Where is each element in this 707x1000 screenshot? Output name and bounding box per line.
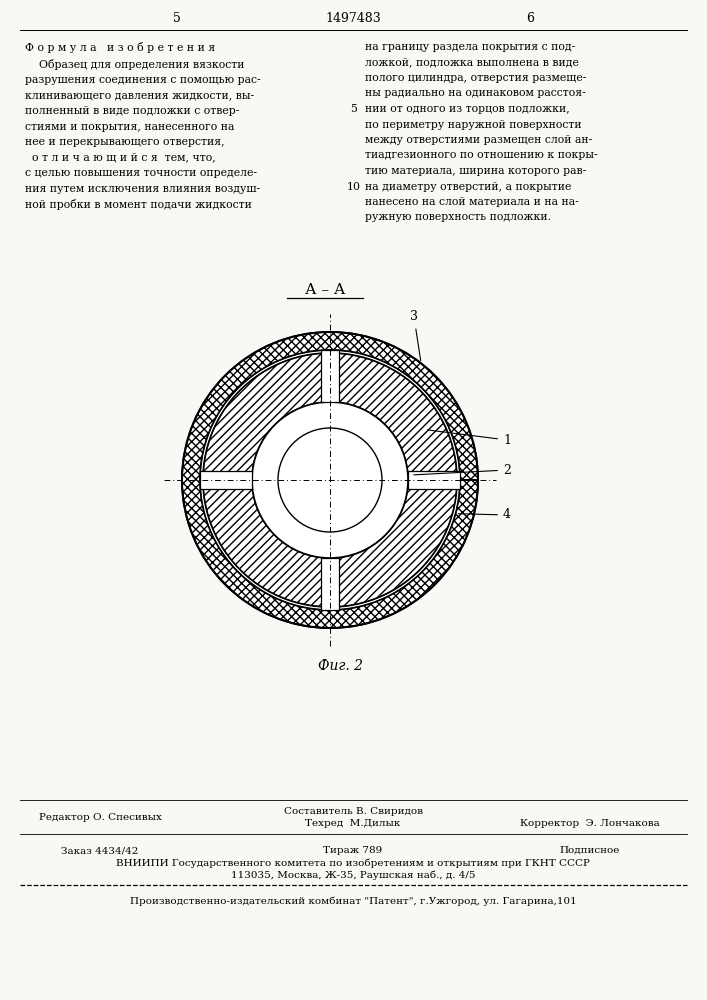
Text: нии от одного из торцов подложки,: нии от одного из торцов подложки, (365, 104, 570, 114)
Text: нее и перекрывающего отверстия,: нее и перекрывающего отверстия, (25, 137, 225, 147)
Text: Редактор О. Спесивых: Редактор О. Спесивых (39, 813, 161, 822)
Text: разрушения соединения с помощью рас-: разрушения соединения с помощью рас- (25, 75, 261, 85)
Circle shape (278, 428, 382, 532)
Text: 113035, Москва, Ж-35, Раушская наб., д. 4/5: 113035, Москва, Ж-35, Раушская наб., д. … (230, 871, 475, 880)
Text: Тираж 789: Тираж 789 (323, 846, 382, 855)
Text: ВНИИПИ Государственного комитета по изобретениям и открытиям при ГКНТ СССР: ВНИИПИ Государственного комитета по изоб… (116, 859, 590, 868)
Text: на границу раздела покрытия с под-: на границу раздела покрытия с под- (365, 42, 575, 52)
Text: 5: 5 (173, 12, 181, 25)
Text: с целью повышения точности определе-: с целью повышения точности определе- (25, 168, 257, 178)
Text: Образец для определения вязкости: Образец для определения вязкости (25, 60, 245, 70)
Text: 3: 3 (410, 310, 421, 361)
Text: ны радиально на одинаковом расстоя-: ны радиально на одинаковом расстоя- (365, 89, 586, 99)
Text: 6: 6 (526, 12, 534, 25)
Text: Заказ 4434/42: Заказ 4434/42 (62, 846, 139, 855)
Text: Составитель В. Свиридов: Составитель В. Свиридов (284, 807, 423, 816)
Text: ложкой, подложка выполнена в виде: ложкой, подложка выполнена в виде (365, 57, 579, 68)
Text: Техред  М.Дилык: Техред М.Дилык (305, 819, 401, 828)
Text: по периметру наружной поверхности: по периметру наружной поверхности (365, 119, 582, 129)
Text: 4: 4 (458, 508, 511, 522)
Text: о т л и ч а ю щ и й с я  тем, что,: о т л и ч а ю щ и й с я тем, что, (25, 152, 216, 162)
Text: Производственно-издательский комбинат "Патент", г.Ужгород, ул. Гагарина,101: Производственно-издательский комбинат "П… (129, 897, 576, 906)
Polygon shape (200, 471, 252, 489)
Polygon shape (321, 558, 339, 610)
Text: между отверстиями размещен слой ан-: между отверстиями размещен слой ан- (365, 135, 592, 145)
Text: 2: 2 (414, 464, 511, 477)
Text: 10: 10 (347, 182, 361, 192)
Text: полого цилиндра, отверстия размеще-: полого цилиндра, отверстия размеще- (365, 73, 586, 83)
Text: 1497483: 1497483 (325, 12, 381, 25)
Text: Корректор  Э. Лончакова: Корректор Э. Лончакова (520, 819, 660, 828)
Text: 5: 5 (351, 104, 358, 114)
Polygon shape (408, 471, 460, 489)
Text: Ф о р м у л а   и з о б р е т е н и я: Ф о р м у л а и з о б р е т е н и я (25, 42, 215, 53)
Text: Фиг. 2: Фиг. 2 (317, 659, 363, 673)
Polygon shape (203, 353, 457, 607)
Text: на диаметру отверстий, а покрытие: на диаметру отверстий, а покрытие (365, 182, 571, 192)
Text: Подписное: Подписное (560, 846, 620, 855)
Text: ной пробки в момент подачи жидкости: ной пробки в момент подачи жидкости (25, 199, 252, 210)
Text: стиями и покрытия, нанесенного на: стиями и покрытия, нанесенного на (25, 121, 235, 131)
Text: клинивающего давления жидкости, вы-: клинивающего давления жидкости, вы- (25, 91, 254, 101)
Text: ния путем исключения влияния воздуш-: ния путем исключения влияния воздуш- (25, 184, 260, 194)
Circle shape (252, 402, 408, 558)
Text: полненный в виде подложки с отвер-: полненный в виде подложки с отвер- (25, 106, 240, 116)
Text: А – А: А – А (305, 283, 345, 297)
Text: тиадгезионного по отношению к покры-: тиадгезионного по отношению к покры- (365, 150, 597, 160)
Text: ружную поверхность подложки.: ружную поверхность подложки. (365, 213, 551, 223)
Text: нанесено на слой материала и на на-: нанесено на слой материала и на на- (365, 197, 579, 207)
Text: тию материала, ширина которого рав-: тию материала, ширина которого рав- (365, 166, 586, 176)
Text: 1: 1 (428, 430, 511, 446)
Polygon shape (182, 332, 478, 628)
Polygon shape (321, 350, 339, 402)
